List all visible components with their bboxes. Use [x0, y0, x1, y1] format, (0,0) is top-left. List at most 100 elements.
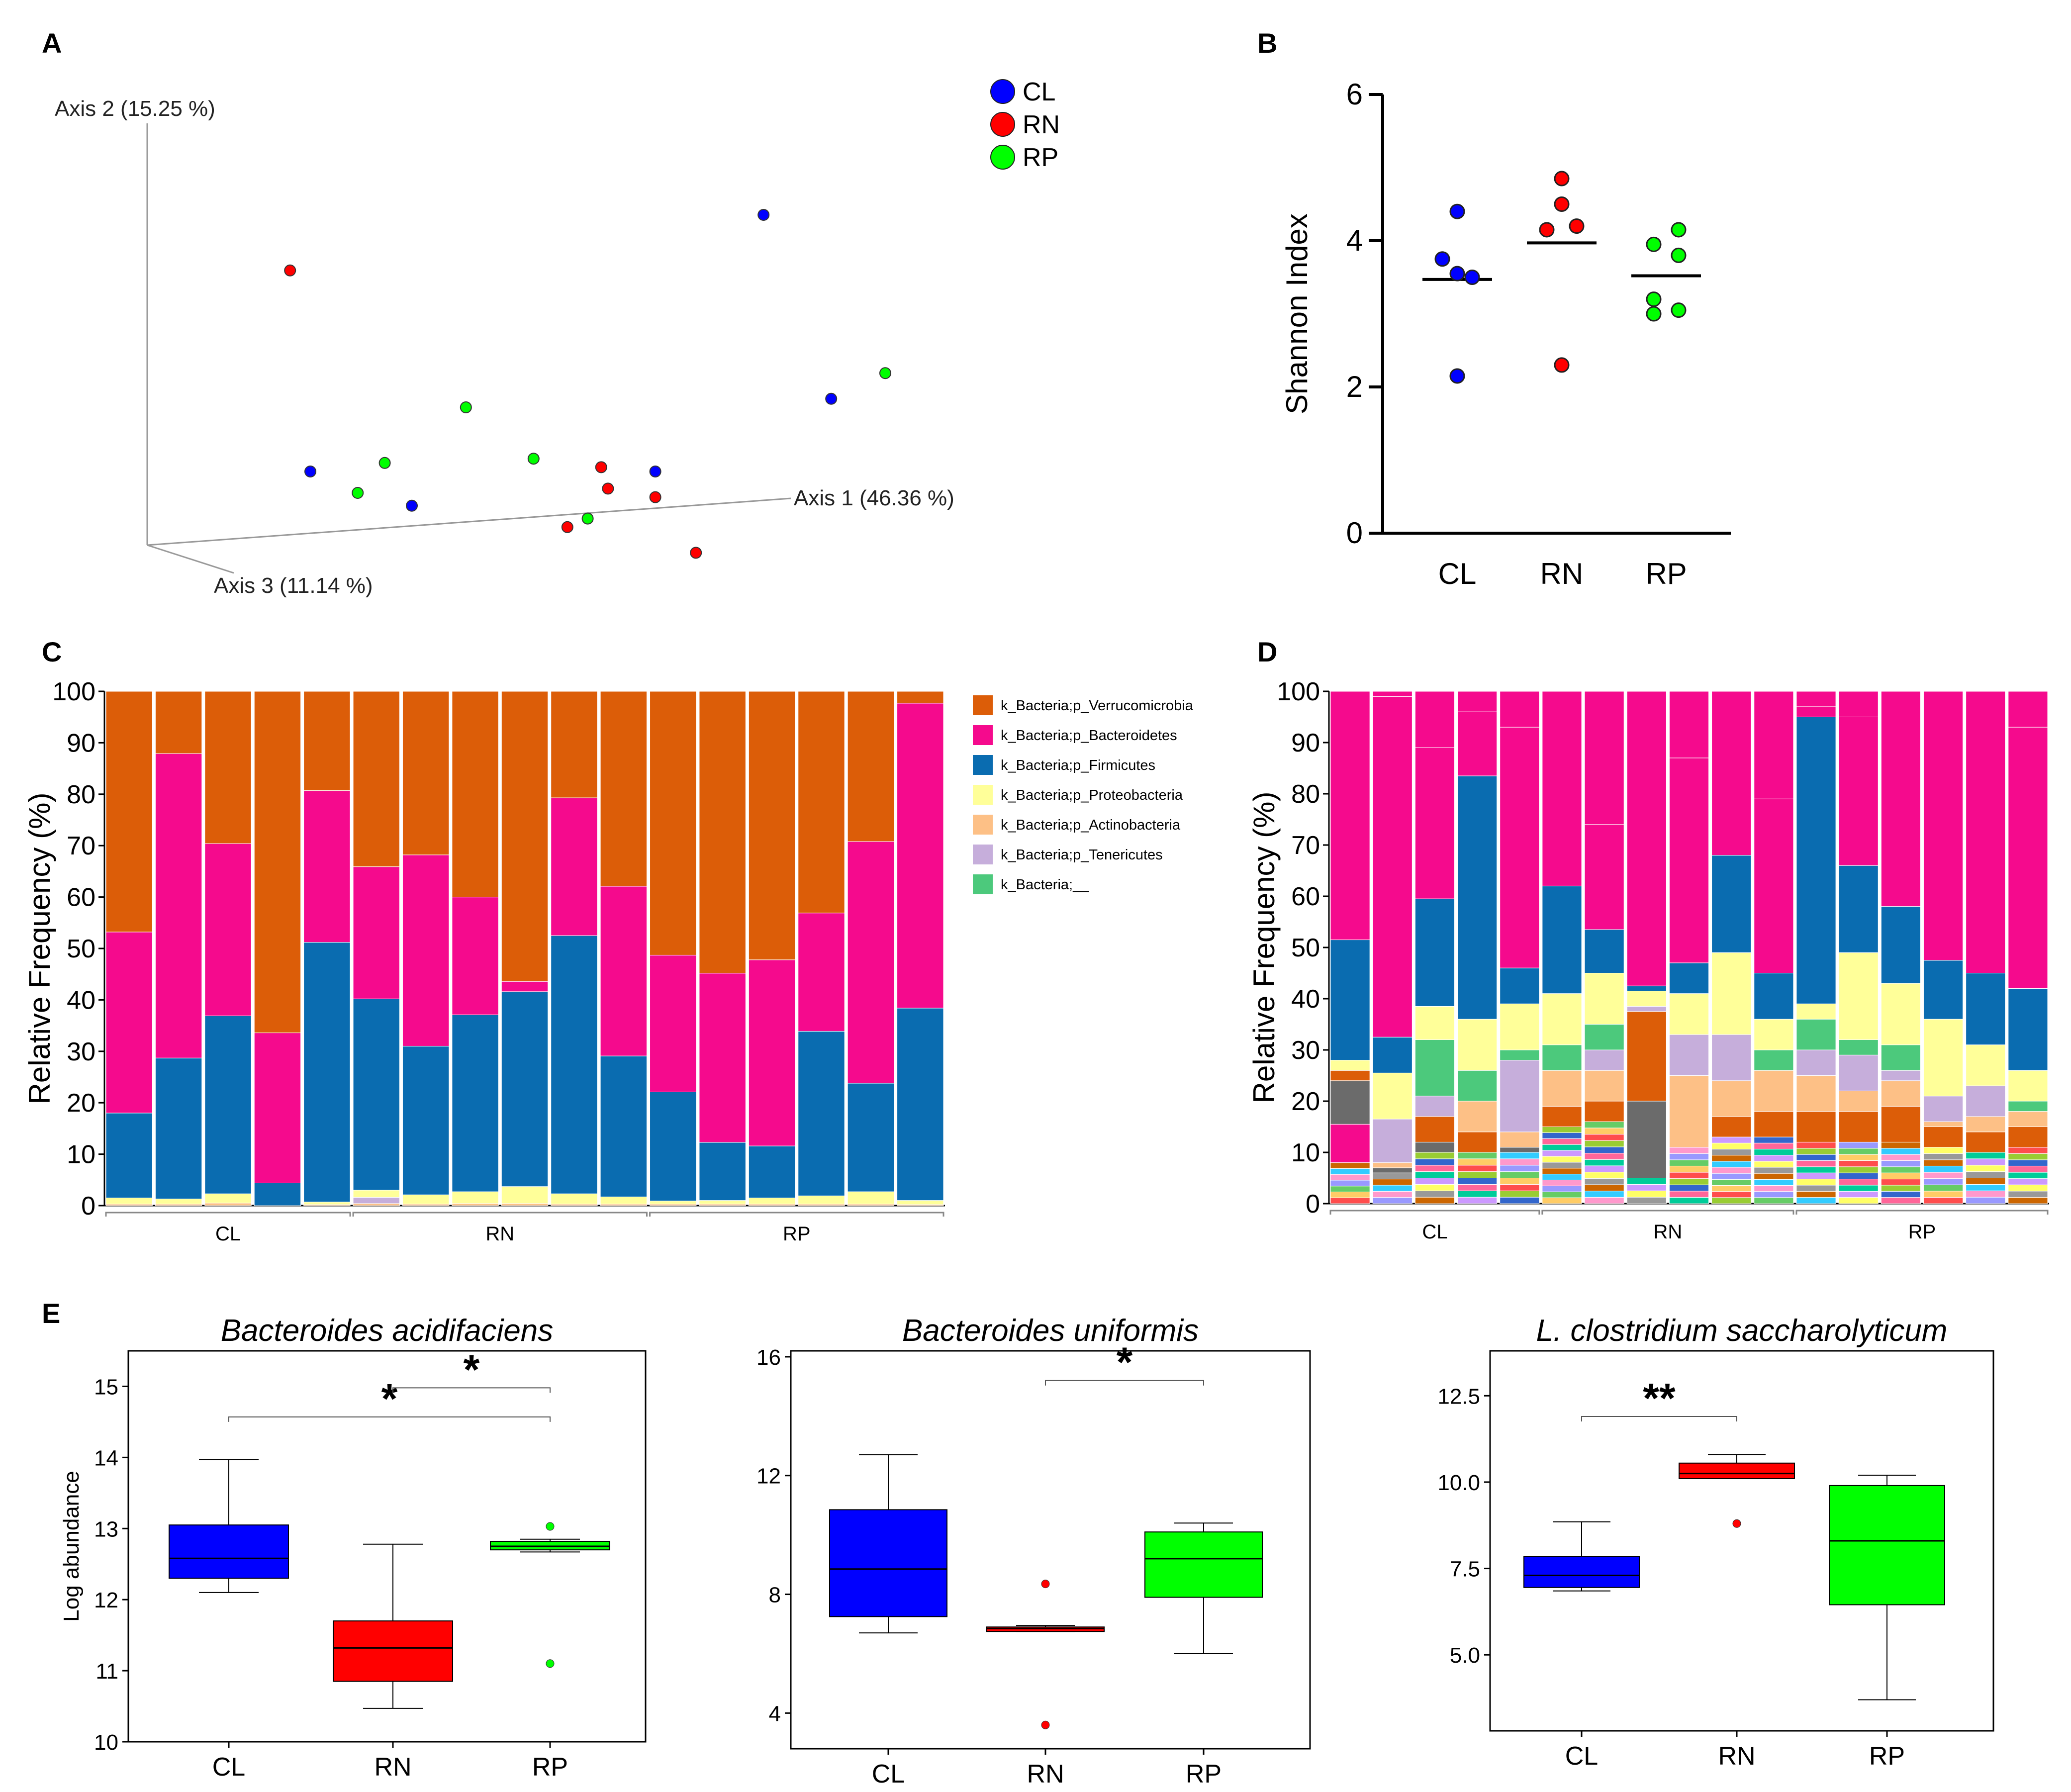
genus-bar-sliver [1669, 1197, 1709, 1204]
genus-bar-sliver [1542, 1127, 1582, 1133]
genus-bar-segment [1754, 1070, 1794, 1112]
genus-bar-sliver [1584, 1134, 1624, 1141]
genus-bar-sliver [1542, 1197, 1582, 1204]
genus-bar-segment [1457, 1101, 1498, 1132]
shannon-point-rn [1554, 196, 1570, 212]
shannon-x-tick-rn: RN [1540, 557, 1584, 590]
phylum-bar-segment [501, 991, 549, 1187]
genus-bar-segment [1711, 1034, 1752, 1081]
genus-bar-sliver [1542, 1174, 1582, 1180]
phylum-group-bracket [105, 1212, 351, 1217]
genus-bar-sliver [1838, 1185, 1879, 1192]
genus-bar-sliver [1796, 1154, 1836, 1161]
pcoa-axis1-line [147, 497, 791, 546]
shannon-y-tick-label: 2 [1346, 370, 1363, 403]
box1-significance-stars: * [381, 1375, 398, 1422]
phylum-bar-segment [204, 843, 252, 1016]
genus-bar-sliver [1966, 1190, 2006, 1198]
phylum-bar-segment [847, 1191, 895, 1205]
box1-title: Bacteroides acidifaciens [221, 1314, 554, 1348]
pcoa-point-rp [378, 457, 391, 469]
genus-bar-sliver [1542, 1144, 1582, 1151]
genus-bar-sliver [1457, 1190, 1498, 1198]
genus-bar-segment [1584, 929, 1624, 973]
phylum-bar-segment [847, 691, 895, 842]
genus-bar-sliver [1584, 1178, 1624, 1185]
genus-bar-sliver [1542, 1150, 1582, 1157]
genus-bar-segment [2008, 1070, 2048, 1102]
shannon-y-tick-label: 6 [1346, 78, 1363, 111]
genus-bar-sliver [1542, 1132, 1582, 1139]
legend-dot-cl [990, 79, 1015, 104]
genus-bar-segment [1414, 691, 1455, 748]
box1-significance-bracket [392, 1387, 551, 1393]
phylum-bar-segment [897, 1008, 944, 1201]
genus-bar-segment [1414, 1006, 1455, 1040]
genus-bar-segment [1584, 1049, 1624, 1071]
phylum-bar-segment [353, 866, 400, 999]
genus-bar-sliver [1500, 1165, 1540, 1172]
phylum-bar-segment [699, 1200, 746, 1205]
pcoa-point-cl [649, 466, 661, 477]
phylum-bar-segment [353, 1197, 400, 1204]
shannon-point-cl [1434, 251, 1450, 267]
genus-bar-segment [1669, 757, 1709, 963]
phylum-bar-segment [798, 913, 845, 1032]
genus-bar-segment [1881, 1070, 1921, 1081]
genus-bar-sliver [1669, 1159, 1709, 1166]
box3-y-tick-label: 10.0 [1437, 1471, 1480, 1495]
phylum-bar-segment [402, 854, 450, 1046]
phylum-bar-segment [204, 1193, 252, 1204]
genus-bar-sliver [1669, 1191, 1709, 1198]
genus-bar-sliver [1584, 1159, 1624, 1166]
box3-box-rn [1679, 1462, 1795, 1479]
genus-bar-sliver [1881, 1160, 1921, 1167]
genus-bar-sliver [2008, 1172, 2048, 1179]
genus-y-label: Relative Frequency (%) [1247, 792, 1281, 1104]
genus-bar-segment [1372, 1162, 1412, 1168]
genus-bar-sliver [1457, 1158, 1498, 1166]
genus-bar-segment [1457, 711, 1498, 776]
genus-bar-sliver [1966, 1152, 2006, 1159]
genus-bar-sliver [1500, 1184, 1540, 1191]
shannon-y-label: Shannon Index [1280, 213, 1314, 414]
phylum-group-bracket [352, 1212, 648, 1217]
genus-bar-sliver [1923, 1197, 1964, 1204]
pcoa-point-rn [561, 521, 573, 533]
genus-bar-sliver [1966, 1158, 2006, 1166]
shannon-x-tick-rp: RP [1645, 557, 1687, 590]
genus-bar-sliver [1754, 1179, 1794, 1186]
pcoa-point-cl [406, 499, 418, 512]
shannon-point-rn [1554, 171, 1570, 187]
genus-bar-segment [1584, 1070, 1624, 1102]
pcoa-legend: CL RN RP [990, 78, 1060, 172]
phylum-bar-segment [303, 942, 351, 1203]
genus-bar-sliver [1796, 1166, 1836, 1173]
genus-bar-sliver [1754, 1136, 1794, 1143]
genus-bar-sliver [1796, 1160, 1836, 1167]
genus-bar-segment [1626, 1006, 1667, 1012]
genus-bar-segment [1881, 906, 1921, 984]
genus-bar-sliver [1711, 1173, 1752, 1180]
genus-bar-segment [1923, 960, 1964, 1020]
pcoa-axis3-line [147, 544, 234, 574]
panel-letter-a: A [42, 27, 62, 59]
genus-bar-sliver [1711, 1142, 1752, 1149]
phylum-y-tick-label: 40 [67, 986, 95, 1015]
phylum-bar-segment [452, 1203, 499, 1206]
genus-bar-sliver [1330, 1186, 1370, 1192]
genus-bar-segment [1414, 1116, 1455, 1142]
genus-bar-segment [1330, 940, 1370, 1061]
phylum-legend-swatch [973, 845, 993, 864]
phylum-group-label-cl: CL [215, 1223, 241, 1245]
genus-bar-sliver [1711, 1136, 1752, 1143]
genus-bar-sliver [1414, 1197, 1455, 1204]
genus-bar-sliver [1584, 1121, 1624, 1129]
legend-label-rn: RN [1023, 110, 1060, 139]
genus-bar-segment [1542, 691, 1582, 886]
phylum-bar-segment [600, 886, 648, 1056]
genus-bar-sliver [1966, 1184, 2006, 1191]
genus-bar-segment [1414, 1141, 1455, 1153]
box-plot-bacteroides-acidifaciens: Bacteroides acidifaciens 10 11 12 13 14 15 Log … [59, 1314, 647, 1782]
